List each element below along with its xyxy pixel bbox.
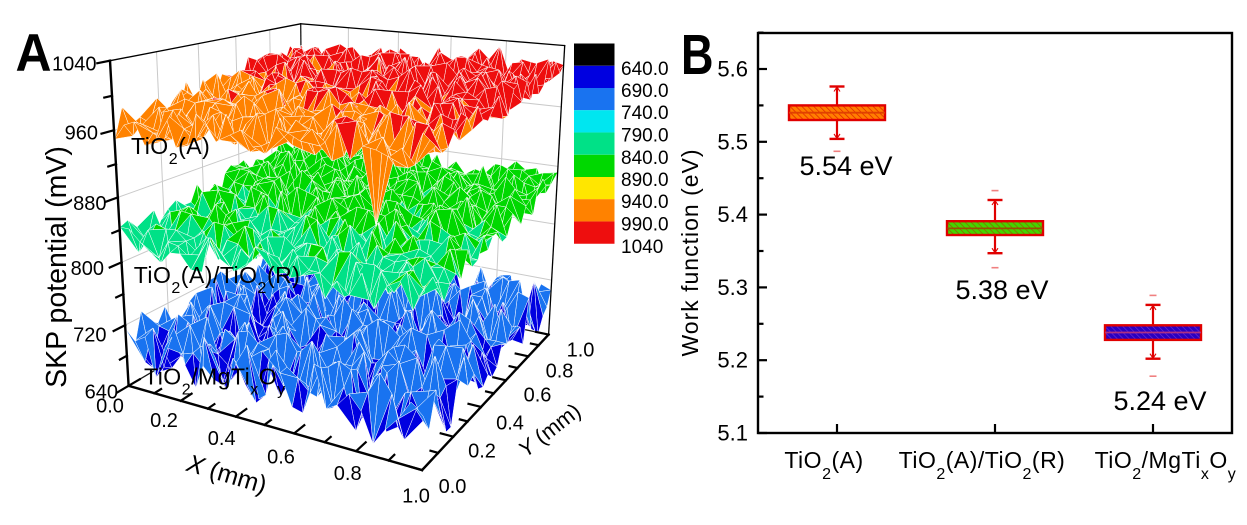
svg-text:0.8: 0.8 <box>546 361 574 383</box>
svg-text:5.38 eV: 5.38 eV <box>955 275 1048 305</box>
svg-text:0.2: 0.2 <box>468 441 496 463</box>
svg-text:5.24 eV: 5.24 eV <box>1113 386 1206 416</box>
svg-text:690.0: 690.0 <box>621 81 669 102</box>
svg-text:800: 800 <box>71 258 104 280</box>
svg-text:0.0: 0.0 <box>96 396 124 418</box>
svg-text:5.3: 5.3 <box>717 275 748 300</box>
svg-text:Work function (eV): Work function (eV) <box>677 148 703 356</box>
svg-text:5.4: 5.4 <box>717 202 748 227</box>
svg-text:5.6: 5.6 <box>717 57 748 82</box>
svg-text:640.0: 640.0 <box>621 59 669 80</box>
svg-text:880: 880 <box>73 193 106 215</box>
svg-text:0.0: 0.0 <box>439 476 467 498</box>
svg-text:5.54 eV: 5.54 eV <box>799 151 892 181</box>
svg-text:5.5: 5.5 <box>717 129 748 154</box>
svg-text:5.2: 5.2 <box>717 348 748 373</box>
svg-text:5.1: 5.1 <box>717 421 748 446</box>
svg-text:840.0: 840.0 <box>621 148 669 169</box>
svg-text:0.4: 0.4 <box>496 413 524 435</box>
svg-text:1.0: 1.0 <box>402 486 430 508</box>
svg-text:0.6: 0.6 <box>267 447 295 469</box>
svg-text:SKP potential (mV): SKP potential (mV) <box>41 146 73 388</box>
svg-text:1040: 1040 <box>621 237 663 258</box>
svg-text:960: 960 <box>65 123 98 145</box>
svg-text:890.0: 890.0 <box>621 170 669 191</box>
svg-text:0.6: 0.6 <box>524 385 552 407</box>
svg-text:740.0: 740.0 <box>621 103 669 124</box>
svg-text:790.0: 790.0 <box>621 126 669 147</box>
svg-text:1040: 1040 <box>52 54 97 76</box>
svg-text:1.0: 1.0 <box>567 340 595 362</box>
svg-text:0.4: 0.4 <box>208 428 236 450</box>
svg-text:0.2: 0.2 <box>150 410 178 432</box>
svg-text:0.8: 0.8 <box>334 463 362 485</box>
svg-text:940.0: 940.0 <box>621 192 669 213</box>
svg-text:990.0: 990.0 <box>621 215 669 236</box>
svg-text:720: 720 <box>73 325 106 347</box>
svg-text:B: B <box>681 23 714 87</box>
svg-text:A: A <box>16 24 52 83</box>
